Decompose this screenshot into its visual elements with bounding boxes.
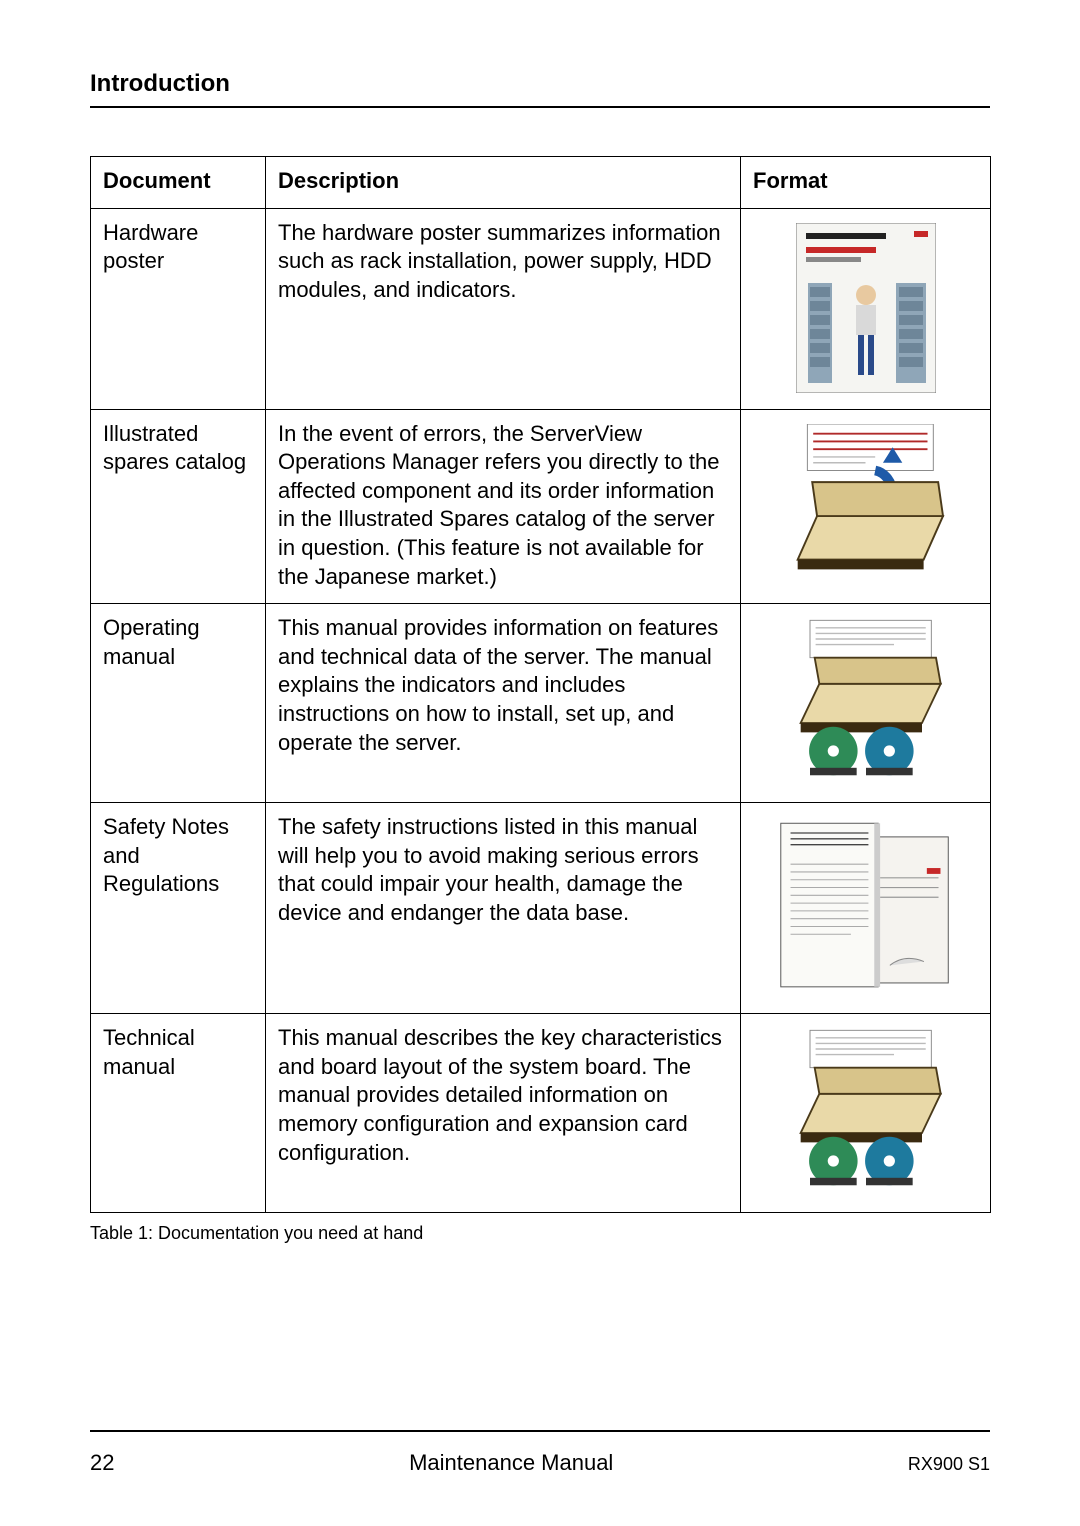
laptop-discs-icon: [782, 1028, 950, 1196]
table-row: Illustrated spares catalog In the event …: [91, 409, 991, 604]
laptop-sheet-icon: [778, 424, 953, 579]
cell-document: Hardware poster: [91, 208, 266, 409]
page-number: 22: [90, 1450, 114, 1476]
cell-document: Technical manual: [91, 1014, 266, 1213]
cell-format: [741, 803, 991, 1014]
table-row: Technical manual This manual describes t…: [91, 1014, 991, 1213]
cell-description: In the event of errors, the ServerView O…: [266, 409, 741, 604]
cell-description: This manual provides information on feat…: [266, 604, 741, 803]
th-document: Document: [91, 157, 266, 209]
th-description: Description: [266, 157, 741, 209]
cell-description: The safety instructions listed in this m…: [266, 803, 741, 1014]
page-footer: 22 Maintenance Manual RX900 S1: [90, 1430, 990, 1476]
th-format: Format: [741, 157, 991, 209]
poster-icon: [796, 223, 936, 393]
cell-description: The hardware poster summarizes informati…: [266, 208, 741, 409]
footer-title: Maintenance Manual: [409, 1450, 613, 1476]
cell-format: [741, 604, 991, 803]
table-row: Hardware poster The hardware poster summ…: [91, 208, 991, 409]
table-header-row: Document Description Format: [91, 157, 991, 209]
laptop-discs-icon: [782, 618, 950, 786]
cell-description: This manual describes the key characteri…: [266, 1014, 741, 1213]
cell-format: [741, 208, 991, 409]
cell-document: Illustrated spares catalog: [91, 409, 266, 604]
table-row: Operating manual This manual provides in…: [91, 604, 991, 803]
cell-document: Safety Notes and Regulations: [91, 803, 266, 1014]
cell-document: Operating manual: [91, 604, 266, 803]
table-caption: Table 1: Documentation you need at hand: [90, 1223, 990, 1244]
booklet-icon: [773, 817, 958, 997]
footer-model: RX900 S1: [908, 1454, 990, 1475]
cell-format: [741, 1014, 991, 1213]
section-rule: [90, 106, 990, 108]
documentation-table: Document Description Format Hardware pos…: [90, 156, 991, 1213]
cell-format: [741, 409, 991, 604]
page: Introduction Document Description Format…: [0, 0, 1080, 1526]
section-title: Introduction: [90, 70, 990, 98]
table-row: Safety Notes and Regulations The safety …: [91, 803, 991, 1014]
